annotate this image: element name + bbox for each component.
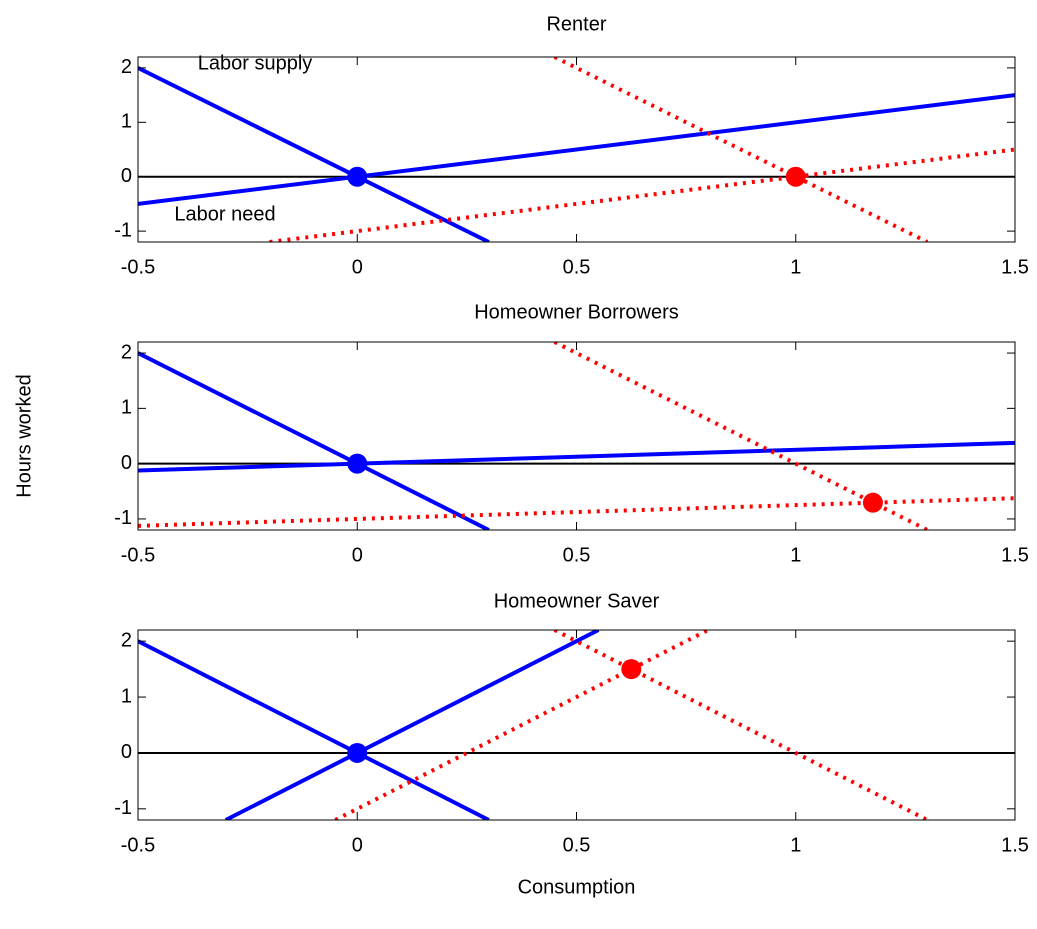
x-tick-label: 0 [352, 256, 363, 278]
y-tick-label: 2 [121, 56, 132, 78]
y-tick-label: 0 [121, 741, 132, 763]
annotation: Labor need [174, 203, 275, 225]
point [862, 492, 883, 513]
series-line [553, 342, 929, 530]
chart-title: Homeowner Saver [494, 590, 660, 612]
x-axis-label: Consumption [518, 876, 636, 898]
x-tick-label: -0.5 [121, 544, 155, 566]
series-line [334, 630, 709, 820]
plot-area [138, 342, 1015, 530]
point [347, 166, 368, 187]
chart-title: Renter [546, 13, 606, 35]
x-tick-label: 0.5 [563, 834, 591, 856]
x-tick-label: 1 [790, 834, 801, 856]
series-line [138, 639, 490, 820]
plot-area [138, 630, 1015, 820]
series-line [138, 440, 1015, 473]
x-tick-label: 1.5 [1001, 544, 1029, 566]
y-tick-label: 2 [121, 341, 132, 363]
y-tick-label: -1 [114, 219, 132, 241]
plot-content [138, 57, 1015, 242]
y-axis-label: Hours worked [13, 374, 35, 497]
y-tick-label: 2 [121, 629, 132, 651]
series-line [138, 351, 490, 530]
series-line [553, 57, 929, 242]
x-tick-label: 0 [352, 544, 363, 566]
series-line [224, 630, 600, 820]
plot-content [138, 630, 1015, 820]
x-tick-label: -0.5 [121, 834, 155, 856]
x-tick-label: 0 [352, 834, 363, 856]
x-tick-label: 1 [790, 256, 801, 278]
series-line [138, 93, 1015, 206]
point [785, 166, 806, 187]
series-line [553, 630, 929, 820]
x-tick-label: 1 [790, 544, 801, 566]
annotation: Labor supply [198, 52, 313, 74]
x-tick-label: 1.5 [1001, 834, 1029, 856]
y-tick-label: 1 [121, 685, 132, 707]
y-tick-label: 1 [121, 111, 132, 133]
x-tick-label: 0.5 [563, 256, 591, 278]
point [347, 742, 368, 763]
x-tick-label: 0.5 [563, 544, 591, 566]
chart-title: Homeowner Borrowers [474, 301, 679, 323]
y-tick-label: -1 [114, 507, 132, 529]
point [621, 659, 642, 680]
y-tick-label: 0 [121, 452, 132, 474]
y-tick-label: 0 [121, 165, 132, 187]
y-tick-label: 1 [121, 397, 132, 419]
series-line [138, 66, 490, 242]
x-tick-label: -0.5 [121, 256, 155, 278]
point [347, 453, 368, 474]
x-tick-label: 1.5 [1001, 256, 1029, 278]
y-tick-label: -1 [114, 797, 132, 819]
